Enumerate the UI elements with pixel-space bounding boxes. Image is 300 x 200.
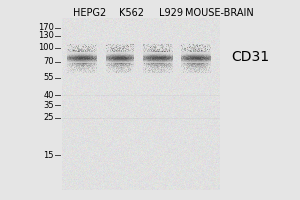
Text: 40: 40 — [44, 90, 54, 99]
Text: 25: 25 — [44, 114, 54, 122]
Text: 35: 35 — [44, 100, 54, 110]
Text: 100: 100 — [38, 44, 54, 52]
Text: MOUSE-BRAIN: MOUSE-BRAIN — [184, 8, 254, 18]
Text: K562: K562 — [119, 8, 145, 18]
Text: 130: 130 — [38, 31, 54, 40]
Text: 170: 170 — [38, 23, 54, 32]
Text: 15: 15 — [44, 150, 54, 160]
Text: CD31: CD31 — [231, 50, 269, 64]
Text: L929: L929 — [159, 8, 183, 18]
Text: HEPG2: HEPG2 — [74, 8, 106, 18]
Text: 55: 55 — [44, 73, 54, 82]
Text: 70: 70 — [44, 58, 54, 66]
